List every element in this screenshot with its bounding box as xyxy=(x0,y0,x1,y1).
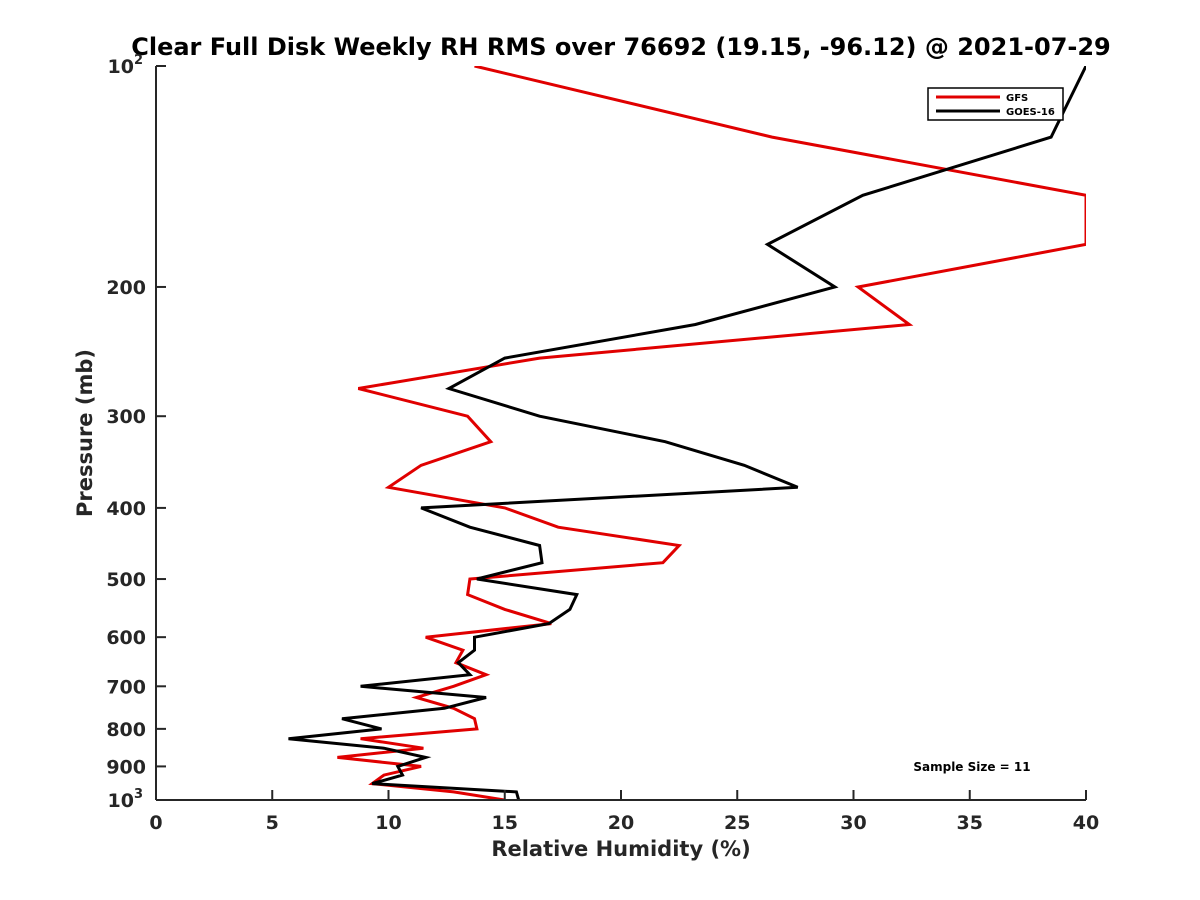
legend: GFS GOES-16 xyxy=(927,87,1064,121)
y-tick-label: 10 xyxy=(108,790,134,812)
series-layer xyxy=(288,66,1086,800)
y-axis-label: Pressure (mb) xyxy=(73,349,97,517)
y-tick-label: 400 xyxy=(106,498,146,520)
chart-title: Clear Full Disk Weekly RH RMS over 76692… xyxy=(131,33,1111,61)
y-tick-exponent: 2 xyxy=(134,53,143,68)
y-tick-label: 800 xyxy=(106,719,146,741)
series-line-gfs xyxy=(337,66,1086,800)
legend-label: GOES-16 xyxy=(1006,107,1055,118)
x-tick-label: 30 xyxy=(840,812,866,834)
axes-layer xyxy=(155,65,1087,801)
x-tick-label: 0 xyxy=(149,812,162,834)
x-axis-label: Relative Humidity (%) xyxy=(491,837,750,861)
y-tick-label: 700 xyxy=(106,676,146,698)
x-tick-label: 5 xyxy=(266,812,279,834)
y-tick-label: 600 xyxy=(106,627,146,649)
x-tick-label: 20 xyxy=(608,812,634,834)
y-tick-label: 200 xyxy=(106,277,146,299)
y-tick-label: 900 xyxy=(106,756,146,778)
y-tick-label: 300 xyxy=(106,406,146,428)
sample-size-annotation: Sample Size = 11 xyxy=(913,760,1030,774)
x-tick-label: 25 xyxy=(724,812,750,834)
y-tick-exponent: 3 xyxy=(134,787,143,802)
x-tick-label: 35 xyxy=(957,812,983,834)
y-tick-label: 10 xyxy=(108,56,134,78)
legend-label: GFS xyxy=(1006,93,1028,104)
x-tick-label: 10 xyxy=(375,812,401,834)
series-line-goes-16 xyxy=(288,66,1086,800)
legend-box xyxy=(927,87,1064,121)
x-tick-label: 40 xyxy=(1073,812,1099,834)
y-tick-label: 500 xyxy=(106,569,146,591)
x-tick-label: 15 xyxy=(492,812,518,834)
